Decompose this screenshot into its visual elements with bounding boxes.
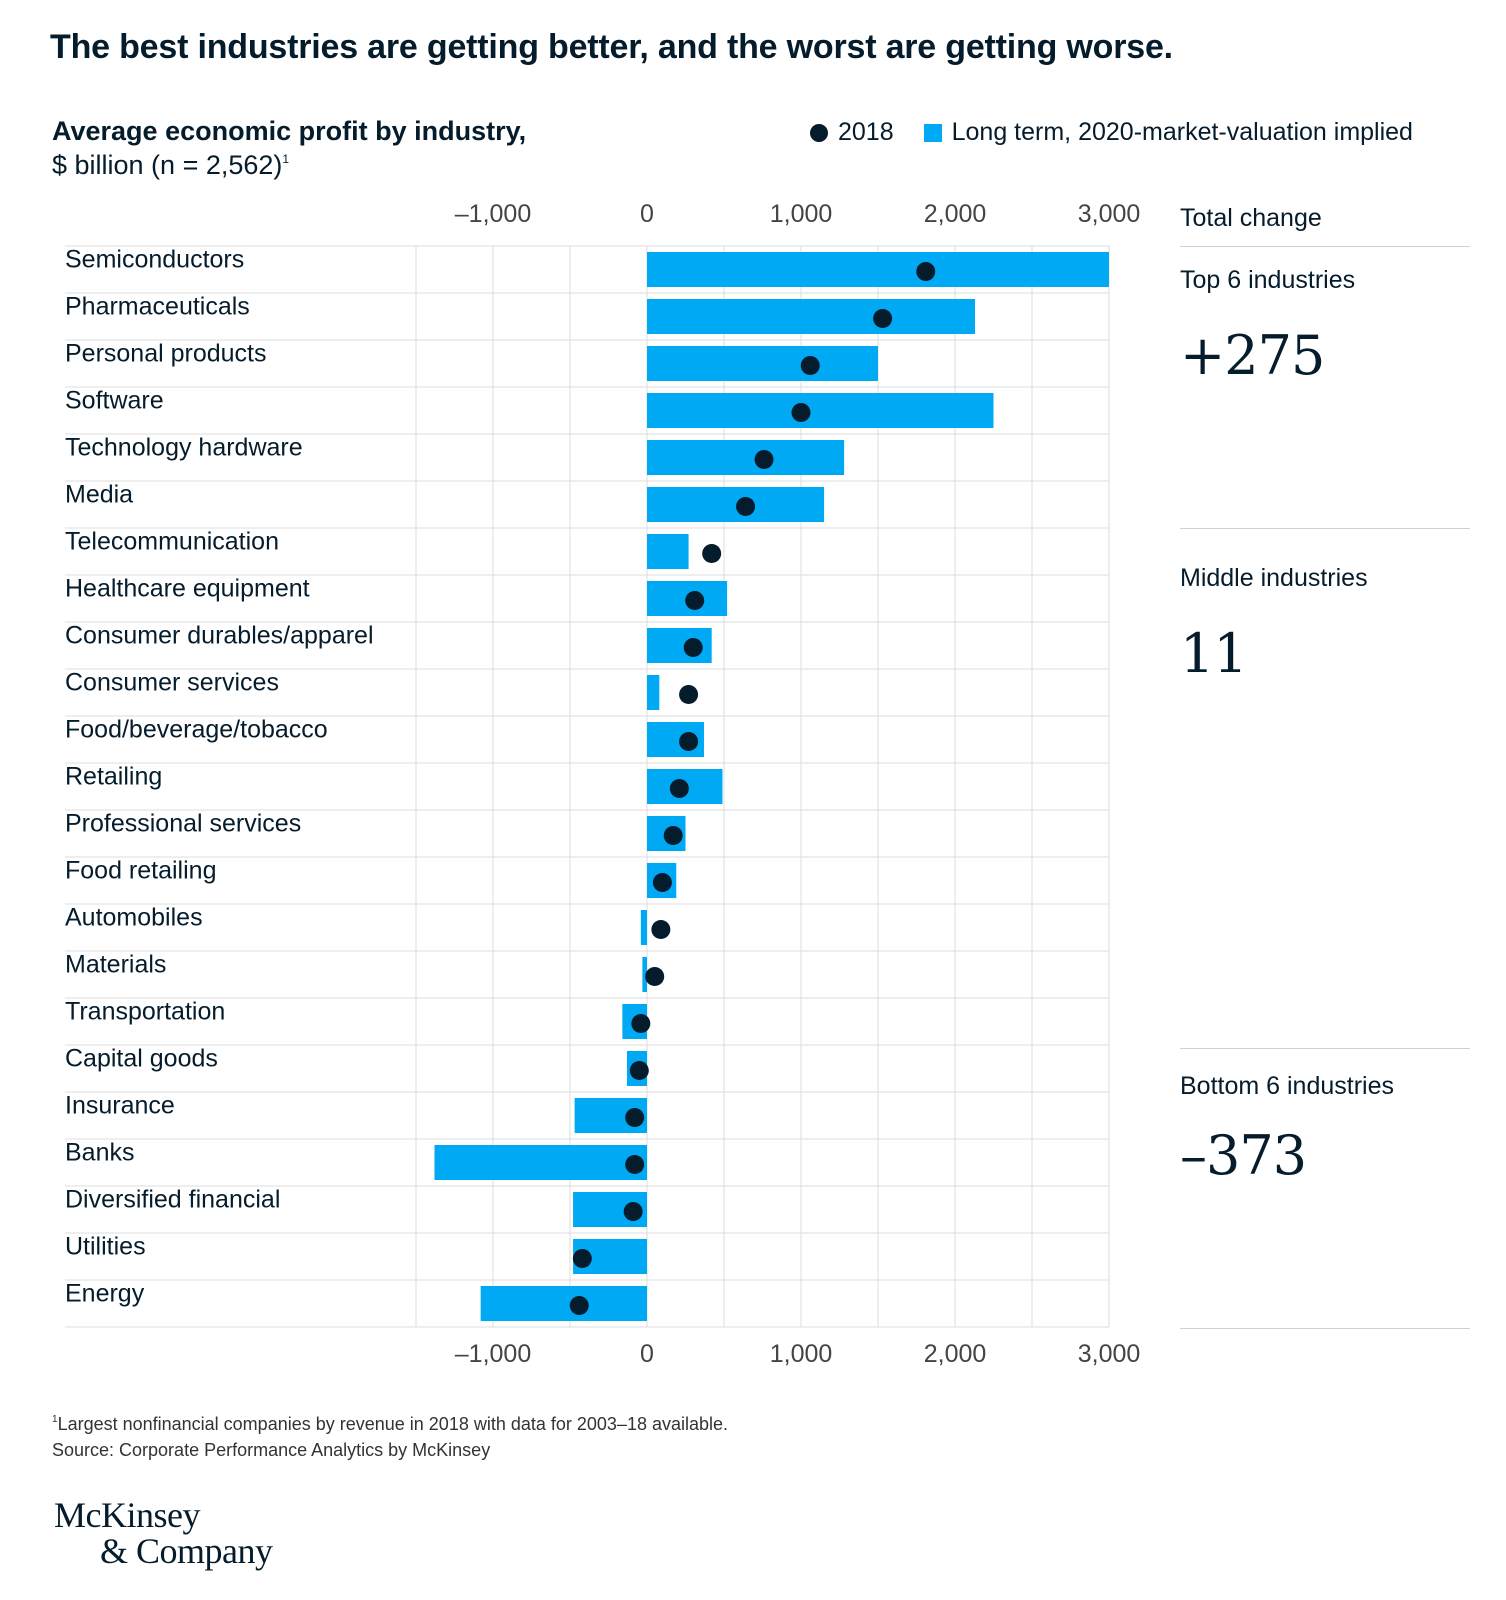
dot-2018 [625,1108,645,1127]
x-tick-label-bottom: 3,000 [1078,1340,1141,1368]
dot-2018 [702,544,722,563]
dot-2018 [679,685,699,704]
category-label: Retailing [65,763,162,791]
category-label: Media [65,481,133,509]
dot-2018 [663,826,683,845]
dot-2018 [631,1014,651,1033]
group-label-middle: Middle industries [1180,564,1368,592]
dot-2018 [669,779,689,798]
category-label: Capital goods [65,1045,218,1073]
chart-subtitle: Average economic profit by industry, [52,116,527,146]
divider [1180,528,1470,529]
x-tick-label-top: 1,000 [770,200,833,228]
dot-2018 [629,1061,649,1080]
footnote-number: 1 [52,1414,58,1425]
divider [1180,246,1470,247]
category-label: Telecommunication [65,528,279,556]
bar-long-term [434,1145,647,1180]
bar-long-term [647,252,1109,287]
bar-long-term [647,534,689,569]
x-tick-label-top: –1,000 [455,200,531,228]
dot-2018 [645,967,665,986]
category-label: Software [65,387,164,415]
category-label: Healthcare equipment [65,575,310,603]
legend-dot-label: 2018 [838,118,894,146]
category-label: Consumer services [65,669,279,697]
bar-chart: –1,000 –1,000 0 0 1,000 1,000 2,000 2,000 3,000 3… [65,200,1141,1368]
category-label: Transportation [65,998,225,1026]
dot-2018 [754,450,774,469]
category-label: Utilities [65,1233,146,1261]
logo-line-2: & Company [100,1531,273,1571]
dot-2018 [736,497,756,516]
dot-2018 [916,262,936,281]
x-tick-label-bottom: –1,000 [455,1340,531,1368]
dot-2018 [679,732,699,751]
category-label: Automobiles [65,904,203,932]
category-label: Banks [65,1139,134,1167]
bar-long-term [642,957,647,992]
x-tick-label-top: 3,000 [1078,200,1141,228]
logo-line-1: McKinsey [54,1495,200,1535]
footnote-marker: 1 [282,152,290,166]
group-value-middle: 11 [1180,622,1248,685]
dot-2018 [625,1155,645,1174]
bar-long-term [640,910,647,945]
x-tick-label-bottom: 2,000 [924,1340,987,1368]
dot-2018 [569,1296,589,1315]
dot-2018 [685,591,705,610]
bar-long-term [647,675,660,710]
x-tick-label-top: 0 [640,200,654,228]
divider [1180,1328,1470,1329]
dot-2018 [800,356,820,375]
bar-long-term [647,440,845,475]
divider [1180,1048,1470,1049]
group-value-bottom: –373 [1180,1124,1307,1187]
category-label: Professional services [65,810,301,838]
group-value-top: +275 [1180,324,1325,387]
bar-long-term [647,346,878,381]
category-label: Materials [65,951,166,979]
legend-bar-label: Long term, 2020-market-valuation implied [951,118,1413,146]
category-label: Insurance [65,1092,175,1120]
legend: 2018 Long term, 2020-market-valuation im… [810,118,1413,147]
category-label: Diversified financial [65,1186,280,1214]
total-change-header: Total change [1180,204,1322,232]
category-label: Energy [65,1280,145,1308]
category-label: Technology hardware [65,434,303,462]
dot-2018 [572,1249,592,1268]
chart-unit-label: $ billion (n = 2,562)1 [52,150,289,181]
category-label: Pharmaceuticals [65,293,250,321]
group-label-bottom: Bottom 6 industries [1180,1072,1394,1100]
category-label: Semiconductors [65,246,244,274]
group-label-top: Top 6 industries [1180,266,1356,294]
category-label: Food retailing [65,857,216,885]
legend-bar-icon [923,123,942,142]
dot-2018 [683,638,703,657]
footnote-text: Largest nonfinancial companies by revenu… [57,1414,729,1434]
dot-2018 [873,309,893,328]
unit-text: $ billion (n = 2,562) [52,150,283,180]
category-label: Personal products [65,340,267,368]
x-tick-label-bottom: 1,000 [770,1340,833,1368]
source-note: Source: Corporate Performance Analytics … [52,1440,491,1460]
dot-2018 [623,1202,643,1221]
category-label: Food/beverage/tobacco [65,716,328,744]
dot-2018 [651,920,671,939]
legend-dot-icon [810,123,828,142]
dot-2018 [791,403,811,422]
x-tick-label-bottom: 0 [640,1340,654,1368]
bar-long-term [480,1286,647,1321]
footnote: 1Largest nonfinancial companies by reven… [52,1414,728,1435]
dot-2018 [652,873,672,892]
bar-long-term [647,393,994,428]
chart-title: The best industries are getting better, … [50,28,1173,66]
x-tick-label-top: 2,000 [924,200,987,228]
bar-long-term [647,487,825,522]
category-label: Consumer durables/apparel [65,622,374,650]
bar-long-term [647,299,976,334]
